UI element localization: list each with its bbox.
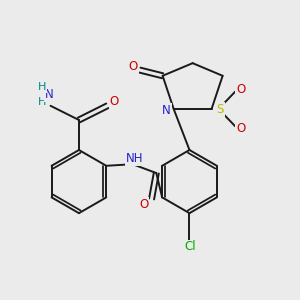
Text: N: N xyxy=(45,88,53,101)
Text: NH: NH xyxy=(125,152,143,165)
Text: O: O xyxy=(236,83,246,96)
Text: O: O xyxy=(236,122,246,135)
Text: N: N xyxy=(162,104,171,117)
Text: H: H xyxy=(38,97,46,107)
Text: S: S xyxy=(217,103,224,116)
Text: O: O xyxy=(139,198,148,211)
Text: O: O xyxy=(128,60,138,74)
Text: H: H xyxy=(38,82,46,92)
Text: O: O xyxy=(110,95,119,109)
Text: Cl: Cl xyxy=(184,240,196,254)
